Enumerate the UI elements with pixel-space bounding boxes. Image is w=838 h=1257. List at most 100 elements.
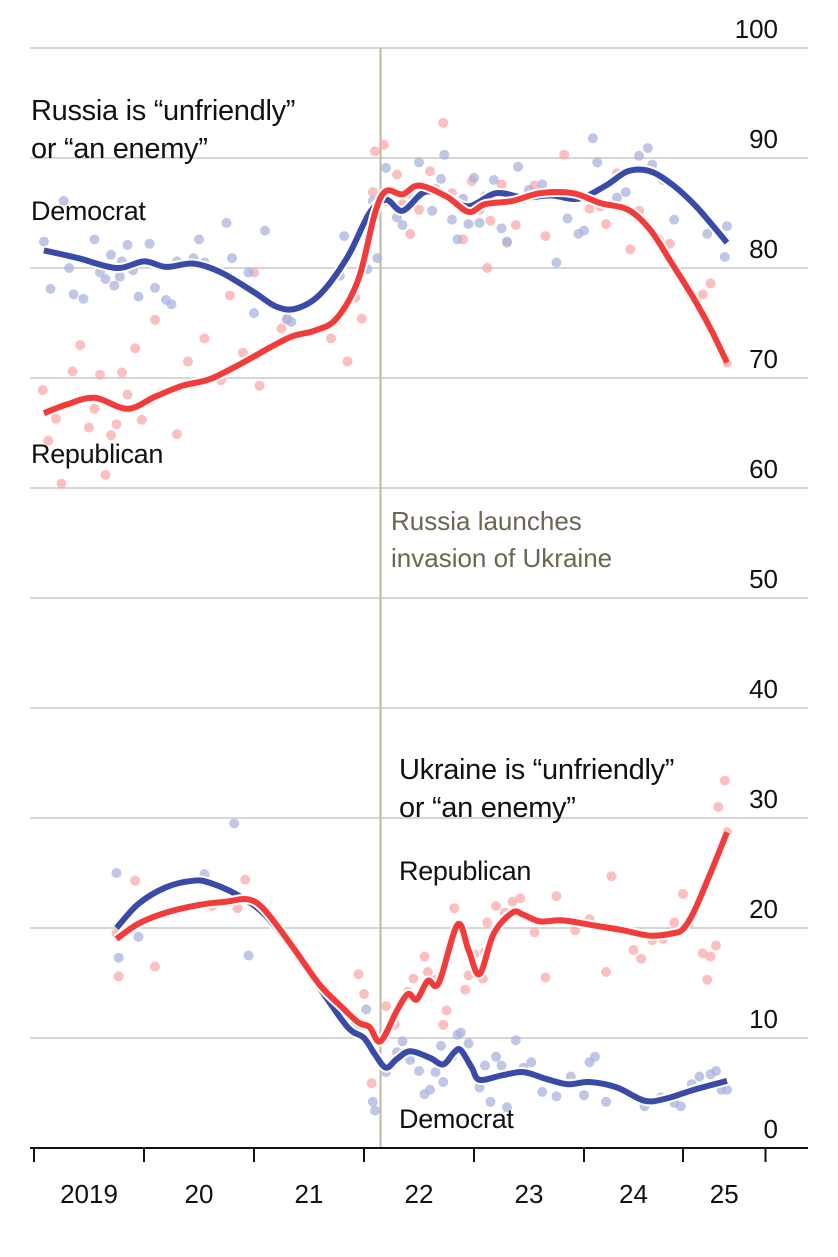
russia-democrat-dot [587, 133, 598, 144]
russia-democrat-dot [38, 236, 49, 247]
y-tick-label-30: 30 [749, 784, 778, 814]
ukraine-republican-dot [515, 893, 526, 904]
russia-democrat-dot [502, 236, 512, 247]
ukraine-republican-dot [636, 953, 647, 964]
russia-republican-dot [56, 478, 67, 489]
russia-democrat-dot [447, 214, 457, 225]
russia-democrat-dot [496, 223, 507, 234]
invasion-annotation-line1: Russia launches [391, 506, 582, 536]
russia-democrat-dot [439, 149, 450, 160]
ukraine-democrat-dot [397, 1036, 408, 1047]
russia-democrat-dot [381, 162, 391, 173]
ukraine-republican-dot [232, 903, 243, 914]
russia-democrat-dot [414, 157, 424, 168]
russia-democrat-dot [166, 299, 177, 310]
russia-republican-dot [625, 244, 636, 255]
y-tick-label-80: 80 [749, 234, 778, 264]
ukraine-republican-dot [540, 972, 551, 983]
russia-republican-dot [326, 333, 336, 344]
ukraine-democrat-dot [463, 1038, 474, 1049]
russia-democrat-dot [513, 161, 523, 172]
russia-republican-dot [559, 149, 570, 160]
ukraine-republican-dot [507, 896, 518, 907]
ukraine-republican-dot [570, 925, 581, 936]
russia-title-line2: or “an enemy” [31, 133, 208, 165]
russia-republican-dot [438, 117, 449, 128]
ukraine-democrat-dot [590, 1051, 600, 1062]
russia-republican-dot [254, 380, 265, 391]
russia-republican-dot [356, 313, 367, 324]
ukraine-democrat-dot [111, 868, 122, 878]
ukraine-democrat-dot [694, 1071, 705, 1082]
russia-democrat-dot [45, 283, 56, 294]
russia-democrat-dot [144, 238, 155, 249]
russia-republican-dot [106, 430, 116, 441]
russia-republican-dot [392, 169, 402, 180]
y-tick-label-40: 40 [749, 674, 778, 704]
russia-republican-dot [84, 422, 94, 433]
russia-democrat-dot [109, 280, 120, 291]
russia-republican-dot [183, 356, 193, 367]
ukraine-republican-dot [713, 802, 724, 812]
russia-republican-dot [199, 333, 210, 344]
russia-democrat-dot [719, 252, 730, 262]
ukraine-republican-dot [551, 891, 562, 902]
russia-democrat-dot [64, 263, 75, 273]
ukraine-republican-dot [419, 951, 430, 962]
ukraine-democrat-dot [526, 1057, 537, 1068]
ukraine-democrat-dot [430, 1067, 441, 1078]
russia-republican-dot [122, 389, 133, 400]
russia-republican-dot [601, 219, 611, 229]
ukraine-democrat-dot [722, 1084, 732, 1095]
ukraine-democrat-dot [113, 952, 124, 963]
russia-democrat-dot [122, 239, 133, 250]
y-axis-labels: 0 10 20 30 40 50 60 70 80 90 100 [735, 14, 778, 1144]
ukraine-republican-dot [529, 927, 540, 938]
russia-republican-dot [172, 429, 182, 440]
russia-republican-line [42, 182, 730, 417]
russia-democrat-dot [452, 234, 463, 245]
ukraine-republican-dot [628, 945, 639, 955]
ukraine-democrat-dot [133, 931, 144, 942]
russia-democrat-dot [100, 274, 111, 284]
ukraine-democrat-label: Democrat [399, 1104, 514, 1134]
ukraine-democrat-dot [496, 1060, 507, 1071]
ukraine-democrat-dot [474, 1082, 485, 1093]
russia-democrat-dot [551, 257, 562, 268]
x-tick-label-20: 20 [185, 1179, 214, 1209]
russia-democrat-dot [436, 173, 446, 184]
ukraine-republican-dot [460, 984, 471, 995]
russia-republican-dot [276, 323, 287, 334]
russia-republican-dot [425, 166, 435, 177]
russia-democrat-dot [78, 293, 89, 304]
russia-democrat-dot [221, 217, 232, 228]
ukraine-republican-dot [130, 875, 141, 886]
ukraine-republican-dot [240, 874, 251, 885]
russia-republican-dot [705, 278, 716, 289]
russia-republican-dot [100, 469, 111, 480]
ukraine-democrat-dot [485, 1096, 496, 1107]
russia-republican-dot [75, 340, 86, 350]
russia-democrat-dot [702, 228, 713, 239]
ukraine-republican-dot [438, 1019, 449, 1030]
x-tick-label-22: 22 [405, 1179, 434, 1209]
ukraine-democrat-dot [436, 1040, 446, 1051]
ukraine-republican-dot [669, 917, 680, 928]
ukraine-republican-dot [113, 971, 124, 982]
x-tick-label-23: 23 [515, 1179, 544, 1209]
russia-republican-dot [43, 435, 54, 446]
trend-lines [42, 164, 732, 1107]
ukraine-republican-dot [702, 974, 713, 985]
russia-republican-dot [405, 228, 416, 239]
ukraine-republican-dot [606, 871, 617, 882]
ukraine-democrat-dot [510, 1035, 521, 1046]
ukraine-democrat-dot [502, 1102, 512, 1113]
russia-democrat-dot [150, 282, 160, 293]
russia-democrat-dot [427, 205, 438, 216]
ukraine-republican-dot [150, 961, 160, 972]
ukraine-democrat-dot [675, 1101, 686, 1112]
russia-republican-dot [496, 179, 507, 190]
russia-democrat-dot [58, 195, 69, 206]
russia-democrat-dot [89, 234, 100, 245]
